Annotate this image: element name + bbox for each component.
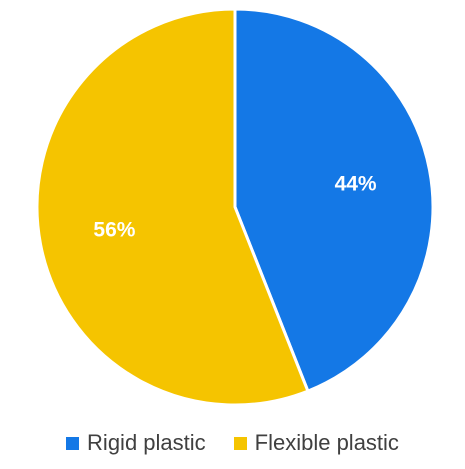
- data-label-rigid-plastic: 44%: [335, 172, 377, 195]
- legend-swatch-rigid-plastic: [66, 436, 80, 450]
- data-label-flexible-plastic: 56%: [93, 219, 135, 242]
- legend-swatch-flexible-plastic: [233, 436, 247, 450]
- pie-slices: [35, 7, 435, 407]
- pie-slice-rigid-plastic: [233, 7, 435, 393]
- legend: Rigid plastic Flexible plastic: [0, 430, 465, 456]
- legend-label-flexible-plastic: Flexible plastic: [254, 430, 399, 455]
- legend-item-flexible-plastic: Flexible plastic: [233, 430, 399, 456]
- legend-label-rigid-plastic: Rigid plastic: [87, 430, 206, 455]
- pie-data-labels: 44% 56%: [93, 172, 377, 241]
- pie-slice-flexible-plastic: [35, 7, 310, 407]
- legend-item-rigid-plastic: Rigid plastic: [66, 430, 206, 456]
